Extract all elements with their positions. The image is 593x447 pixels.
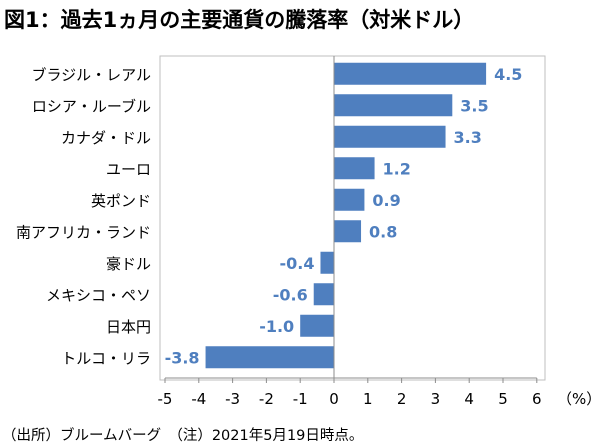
plot-frame <box>159 55 546 381</box>
data-label: 0.9 <box>372 191 400 210</box>
data-label: 1.2 <box>383 159 411 178</box>
x-tick-label: 5 <box>498 390 508 408</box>
x-tick-label: 0 <box>329 390 339 408</box>
data-label: 3.3 <box>454 128 482 147</box>
x-tick-label: -3 <box>225 390 240 408</box>
category-label: 日本円 <box>106 318 151 336</box>
source-note: （出所）ブルームバーグ （注）2021年5月19日時点。 <box>2 428 364 444</box>
x-tick-label: -4 <box>191 390 206 408</box>
category-label: ユーロ <box>106 160 151 178</box>
bar <box>334 94 453 117</box>
data-label: -0.6 <box>273 285 308 304</box>
x-tick-label: -1 <box>293 390 308 408</box>
data-label: 3.5 <box>460 96 488 115</box>
category-label: カナダ・ドル <box>61 129 151 147</box>
data-label: 0.8 <box>369 222 397 241</box>
bar <box>205 346 334 369</box>
x-tick-label: 4 <box>464 390 474 408</box>
bar <box>313 283 334 306</box>
category-label: 豪ドル <box>106 255 151 273</box>
category-label: 南アフリカ・ランド <box>16 223 151 241</box>
bar <box>334 188 365 211</box>
data-label: -0.4 <box>279 254 314 273</box>
bar <box>300 314 334 337</box>
data-label: -3.8 <box>165 348 200 367</box>
category-label: ブラジル・レアル <box>31 66 151 84</box>
category-label: トルコ・リラ <box>61 349 151 367</box>
bar <box>334 62 487 85</box>
category-label: メキシコ・ペソ <box>46 286 151 304</box>
category-label: ロシア・ルーブル <box>32 97 151 115</box>
bar <box>334 220 362 243</box>
x-tick-label: 3 <box>431 390 441 408</box>
x-tick-label: 1 <box>363 390 373 408</box>
x-tick-label: 6 <box>532 390 542 408</box>
bar <box>320 251 334 274</box>
data-label: -1.0 <box>259 317 294 336</box>
chart-title: 図1：過去1ヵ月の主要通貨の騰落率（対米ドル） <box>4 8 475 32</box>
category-label: 英ポンド <box>91 192 151 210</box>
bar <box>334 125 446 148</box>
bar <box>334 157 375 180</box>
data-label: 4.5 <box>494 65 522 84</box>
x-unit-label: （%） <box>557 390 593 408</box>
x-tick-label: -5 <box>158 390 173 408</box>
x-tick-label: -2 <box>259 390 274 408</box>
x-tick-label: 2 <box>397 390 407 408</box>
